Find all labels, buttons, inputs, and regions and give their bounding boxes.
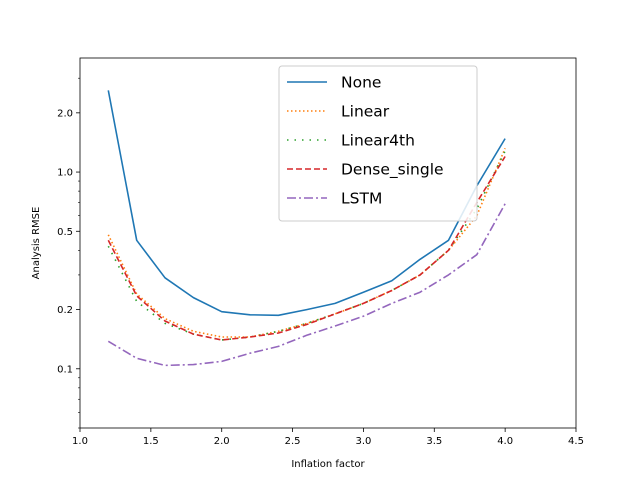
x-tick-label: 3.0 <box>355 436 371 447</box>
y-tick-label: 0.5 <box>57 227 73 238</box>
x-tick-label: 4.0 <box>497 436 513 447</box>
legend: None Linear Linear4th Dense_single LSTM <box>278 65 478 222</box>
y-tick-label: 0.1 <box>57 364 73 375</box>
plot-frame <box>79 57 577 429</box>
y-tick-label: 2.0 <box>57 108 73 119</box>
y-tick-label: 0.2 <box>57 305 73 316</box>
legend-label: None <box>341 74 381 92</box>
y-axis-label: Analysis RMSE <box>31 207 42 280</box>
y-axis: 0.1 0.2 0.5 1.0 2.0 <box>57 77 80 429</box>
y-tick-label: 1.0 <box>57 168 73 179</box>
legend-box <box>278 65 478 222</box>
x-tick-label: 1.0 <box>72 436 88 447</box>
series-line-none <box>107 90 506 317</box>
series-layer <box>107 90 506 367</box>
x-tick-label: 1.5 <box>143 436 159 447</box>
x-axis: 1.0 1.5 2.0 2.5 3.0 3.5 4.0 4.5 <box>72 428 584 447</box>
series-line-lstm <box>107 203 506 367</box>
legend-label: Linear <box>341 103 390 121</box>
x-tick-label: 3.5 <box>426 436 442 447</box>
x-axis-label: Inflation factor <box>291 459 365 470</box>
legend-label: Dense_single <box>341 161 444 180</box>
x-tick-label: 4.5 <box>568 436 584 447</box>
legend-label: LSTM <box>341 190 382 208</box>
series-line-dense-single <box>107 156 506 341</box>
x-tick-label: 2.5 <box>285 436 301 447</box>
legend-label: Linear4th <box>341 132 415 150</box>
x-tick-label: 2.0 <box>214 436 230 447</box>
